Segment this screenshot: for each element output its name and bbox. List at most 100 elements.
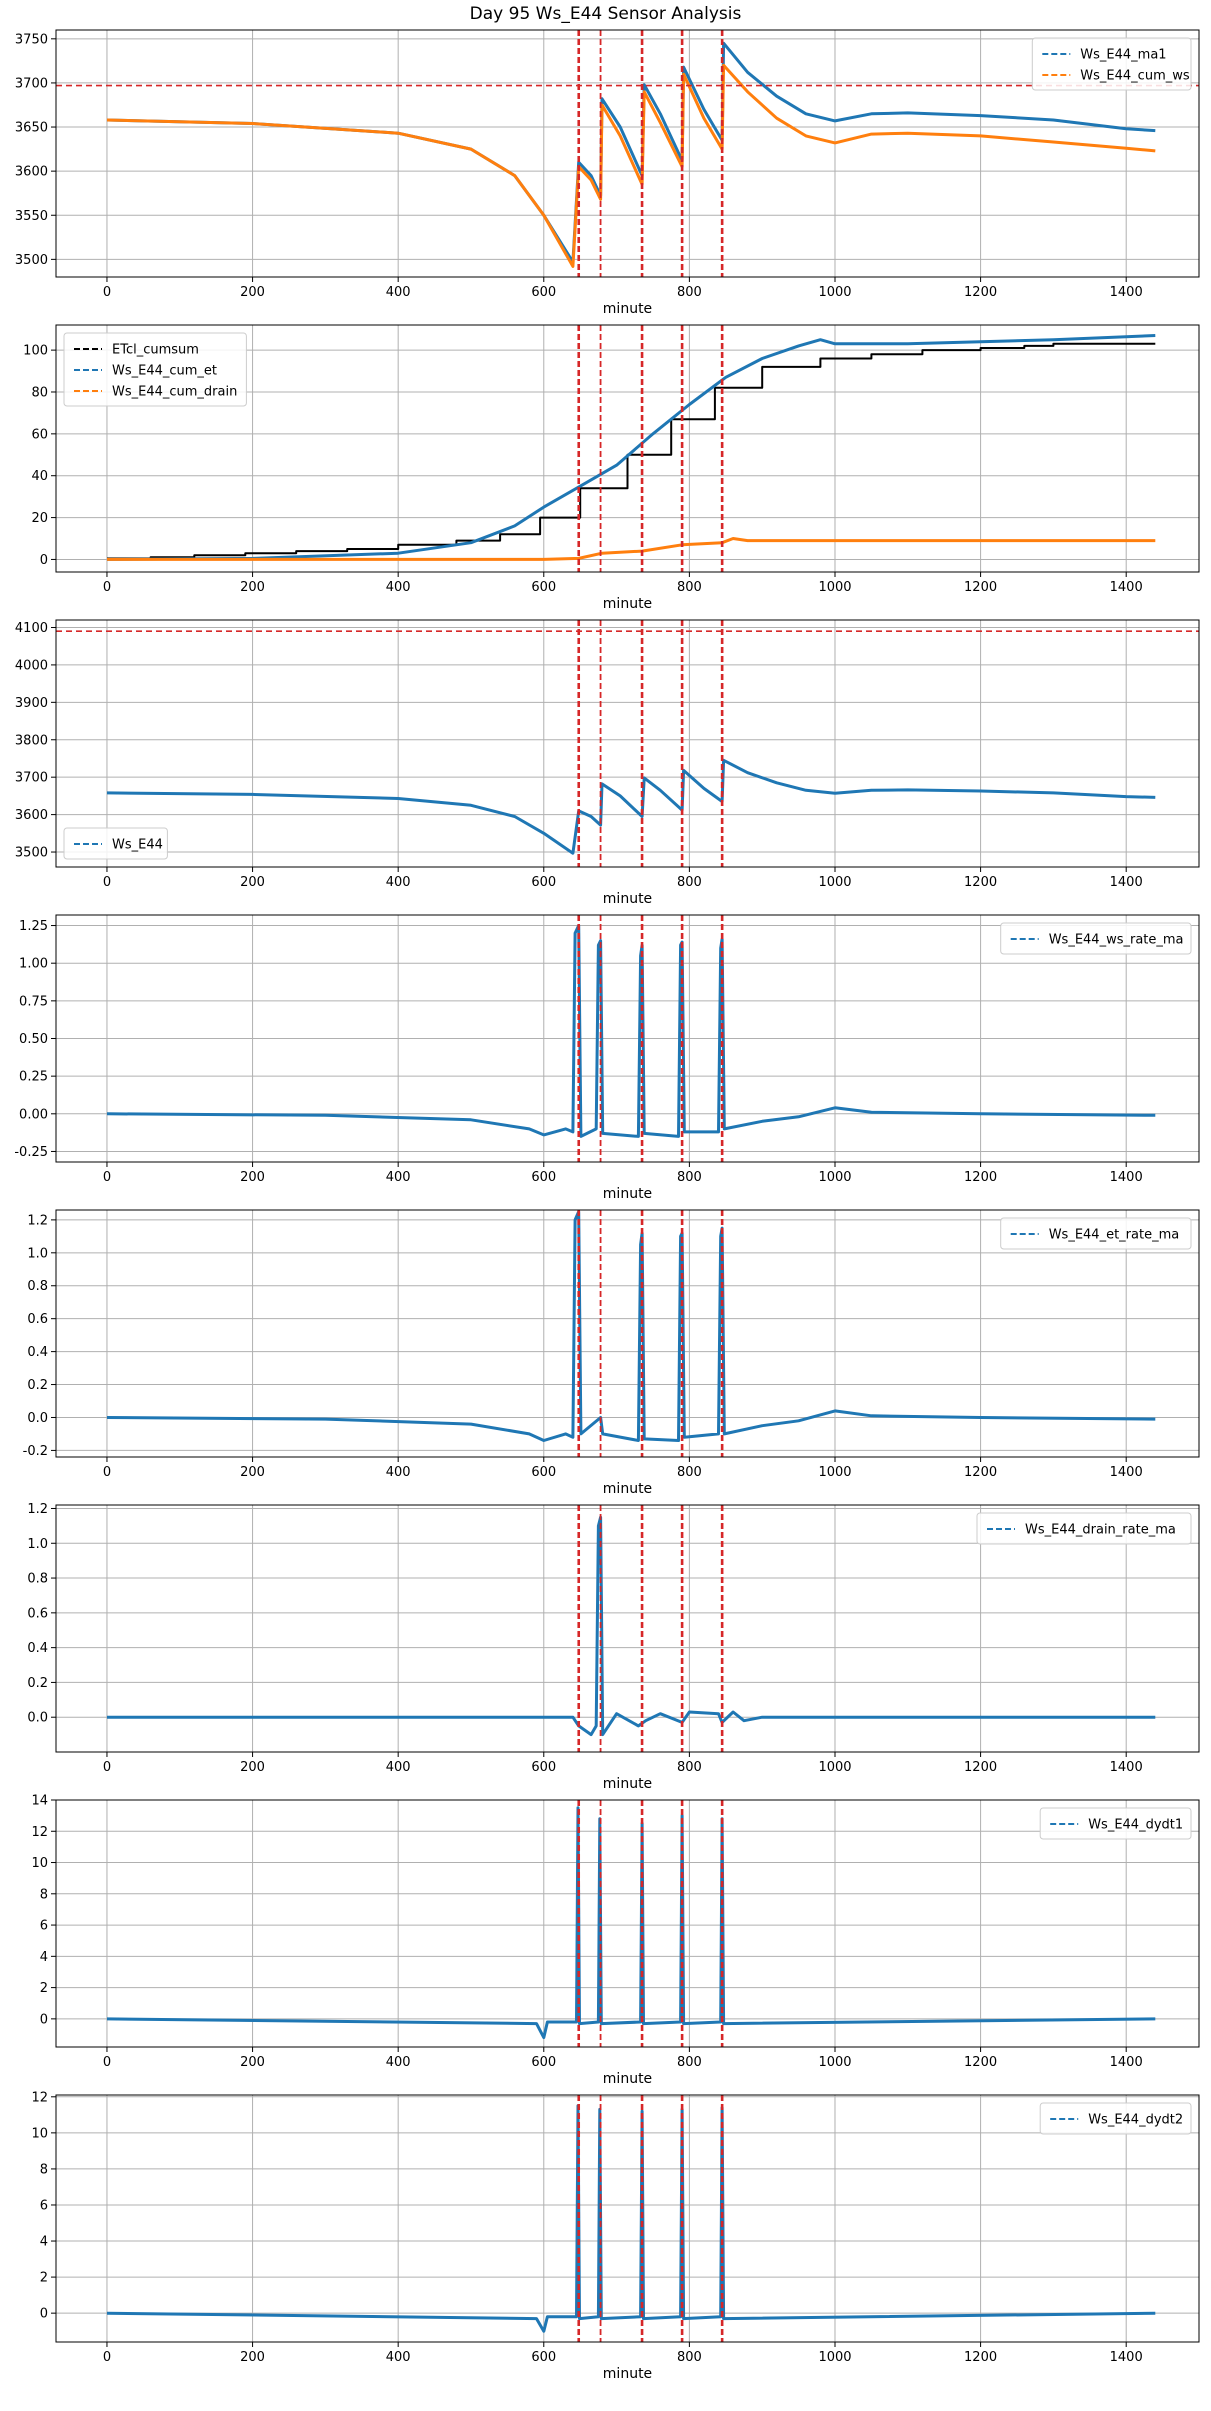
plot-area — [106, 915, 1156, 1162]
y-tick-label: 8 — [40, 2162, 48, 2177]
x-tick-label: 1200 — [964, 2350, 997, 2365]
legend: Ws_E44 — [63, 827, 168, 860]
legend-box — [1000, 922, 1192, 955]
x-tick-label: 800 — [677, 1760, 702, 1775]
plot-area — [107, 1505, 1156, 1752]
y-tick-label: 60 — [31, 427, 48, 442]
x-tick-label: 200 — [240, 875, 265, 890]
y-tick-label: 2 — [40, 1981, 48, 1996]
x-tick-label: 400 — [386, 2055, 411, 2070]
y-tick-label: 8 — [40, 1887, 48, 1902]
y-tick-label: 3600 — [15, 808, 48, 823]
subplot-6: 0 200 400 600 800 1000 1200 1400 0.0 0.2 0.4 0.6 0.8… — [27, 1502, 1200, 1792]
y-tick-label: 4 — [40, 1950, 48, 1965]
x-tick-label: 1200 — [964, 580, 997, 595]
y-tick-label: 1.2 — [27, 1502, 48, 1517]
x-tick-label: 600 — [531, 2055, 556, 2070]
x-tick-label: 1400 — [1110, 875, 1143, 890]
series-line-Ws_E44 — [106, 758, 1156, 855]
subplot-7: 0 200 400 600 800 1000 1200 1400 0 2 4 6 8 10 12 14 minu… — [31, 1794, 1200, 2087]
x-tick-label: 600 — [531, 2350, 556, 2365]
legend-label: Ws_E44_et_rate_ma — [1049, 1228, 1180, 1243]
y-tick-label: 1.25 — [19, 919, 48, 934]
x-tick-label: 1200 — [964, 2055, 997, 2070]
x-tick-label: 800 — [677, 2350, 702, 2365]
plot-area — [106, 1210, 1156, 1457]
y-tick-label: 0.75 — [19, 994, 48, 1009]
subplot-5: 0 200 400 600 800 1000 1200 1400 -0.2 0.0 0.2 0.4 0.… — [23, 1209, 1200, 1497]
x-tick-label: 1000 — [818, 1465, 851, 1480]
y-tick-label: 3550 — [15, 209, 48, 224]
x-tick-label: 1200 — [964, 1760, 997, 1775]
y-tick-label: 0.2 — [27, 1378, 48, 1393]
y-tick-label: 4000 — [15, 658, 48, 673]
y-tick-label: 3700 — [15, 76, 48, 91]
y-tick-label: 0 — [40, 2012, 48, 2027]
series-line-ETcl_cumsum — [107, 342, 1156, 560]
axes-frame — [55, 1799, 1200, 2048]
y-tick-label: 1.00 — [19, 957, 48, 972]
x-tick-label: 1000 — [818, 580, 851, 595]
y-tick-label: 0.0 — [27, 1411, 48, 1426]
subplot-2: 0 200 400 600 800 1000 1200 1400 0 20 40 60 80 100 min… — [23, 324, 1200, 612]
legend-label: Ws_E44_cum_drain — [112, 385, 237, 400]
y-tick-label: 2 — [40, 2271, 48, 2286]
subplot-1: 0 200 400 600 800 1000 1200 1400 3500 3550 3600 365… — [15, 29, 1200, 317]
x-tick-label: 1200 — [964, 1465, 997, 1480]
legend: Ws_E44_ws_rate_ma — [1000, 922, 1192, 955]
x-tick-label: 1000 — [818, 875, 851, 890]
y-tick-label: 20 — [31, 511, 48, 526]
x-tick-label: 1000 — [818, 285, 851, 300]
axes-frame — [55, 1209, 1200, 1458]
x-tick-label: 400 — [386, 1170, 411, 1185]
legend-box — [1039, 1807, 1192, 1840]
legend-box — [976, 1512, 1192, 1545]
y-tick-label: 6 — [40, 2198, 48, 2213]
x-axis-label: minute — [603, 2071, 652, 2087]
x-tick-label: 600 — [531, 1465, 556, 1480]
y-tick-label: 0.2 — [27, 1676, 48, 1691]
legend-label: Ws_E44_dydt2 — [1088, 2113, 1183, 2128]
y-tick-label: -0.25 — [14, 1145, 48, 1160]
legend-label: Ws_E44 — [112, 838, 163, 853]
legend: Ws_E44_dydt1 — [1039, 1807, 1192, 1840]
subplot-3: 0 200 400 600 800 1000 1200 1400 3500 3600 3700 380… — [15, 619, 1200, 907]
y-tick-label: 12 — [31, 2090, 48, 2105]
x-tick-label: 800 — [677, 875, 702, 890]
x-tick-label: 200 — [240, 580, 265, 595]
x-tick-label: 800 — [677, 285, 702, 300]
x-tick-label: 800 — [677, 1170, 702, 1185]
y-tick-label: 0.8 — [27, 1572, 48, 1587]
x-tick-label: 0 — [103, 1465, 111, 1480]
y-tick-label: 3500 — [15, 846, 48, 861]
x-tick-label: 1000 — [818, 2055, 851, 2070]
y-tick-label: 0.6 — [27, 1606, 48, 1621]
subplot-8: 0 200 400 600 800 1000 1200 1400 0 2 4 6 8 10 12 minute… — [31, 2090, 1200, 2382]
x-tick-label: 200 — [240, 2350, 265, 2365]
legend: ETcl_cumsum Ws_E44_cum_et Ws_E44_cum_drain — [63, 332, 247, 407]
plot-area — [106, 325, 1156, 572]
plot-area — [56, 30, 1199, 277]
x-tick-label: 0 — [103, 1170, 111, 1185]
y-tick-label: 10 — [31, 2126, 48, 2141]
y-tick-label: 0.8 — [27, 1279, 48, 1294]
legend-box — [63, 827, 168, 860]
y-tick-label: 0.25 — [19, 1070, 48, 1085]
x-tick-label: 600 — [531, 1760, 556, 1775]
x-axis-label: minute — [603, 301, 652, 317]
plot-area — [106, 1800, 1156, 2047]
x-tick-label: 1400 — [1110, 1465, 1143, 1480]
x-tick-label: 200 — [240, 285, 265, 300]
y-tick-label: 3600 — [15, 165, 48, 180]
y-tick-label: 6 — [40, 1919, 48, 1934]
legend-box — [63, 332, 247, 407]
legend: Ws_E44_dydt2 — [1039, 2102, 1192, 2135]
y-tick-label: 1.2 — [27, 1213, 48, 1228]
series-line-Ws_E44_cum_drain — [107, 537, 1156, 561]
series-line-Ws_E44_et_rate_ma — [106, 1210, 1156, 1442]
x-tick-label: 0 — [103, 580, 111, 595]
y-tick-label: 3800 — [15, 733, 48, 748]
x-tick-label: 800 — [677, 2055, 702, 2070]
x-tick-label: 1200 — [964, 285, 997, 300]
y-tick-label: 10 — [31, 1856, 48, 1871]
